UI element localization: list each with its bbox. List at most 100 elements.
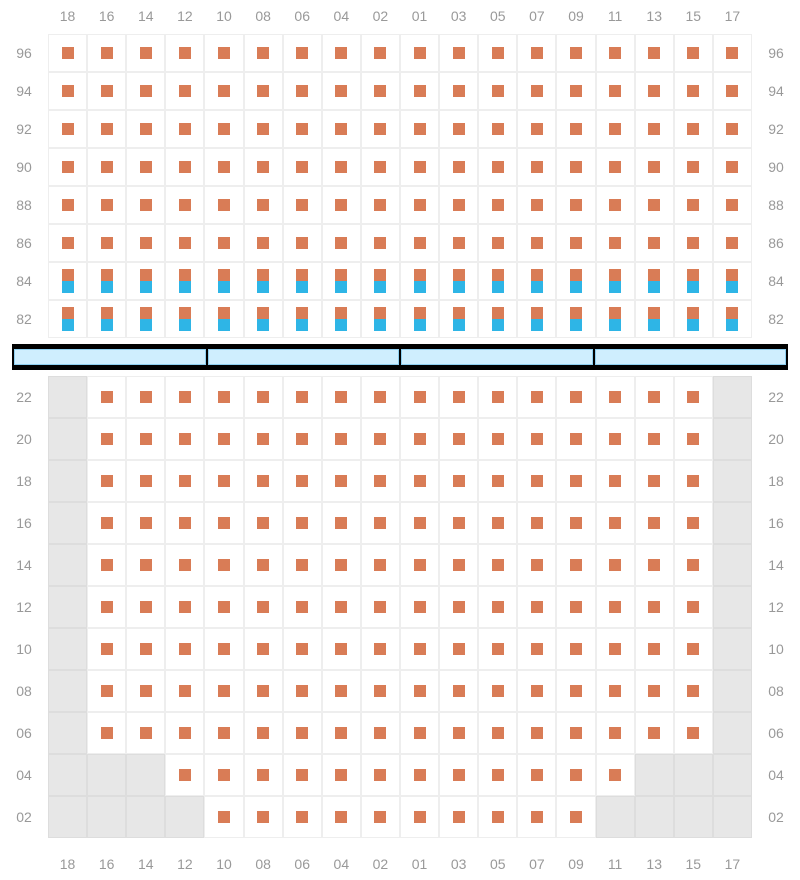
seat-cell[interactable]: [244, 418, 283, 460]
seat-cell[interactable]: [48, 34, 87, 72]
seat-cell[interactable]: [400, 754, 439, 796]
seat-cell[interactable]: [322, 586, 361, 628]
seat-cell[interactable]: [204, 586, 243, 628]
seat-cell[interactable]: [400, 300, 439, 338]
seat-cell[interactable]: [478, 502, 517, 544]
seat-cell[interactable]: [400, 262, 439, 300]
seat-cell[interactable]: [517, 224, 556, 262]
seat-cell[interactable]: [283, 72, 322, 110]
seat-cell[interactable]: [439, 148, 478, 186]
seat-cell[interactable]: [165, 34, 204, 72]
seat-cell[interactable]: [165, 262, 204, 300]
seat-cell[interactable]: [361, 148, 400, 186]
seat-cell[interactable]: [517, 754, 556, 796]
seat-cell[interactable]: [635, 186, 674, 224]
seat-cell[interactable]: [87, 224, 126, 262]
seat-cell[interactable]: [126, 376, 165, 418]
seat-cell[interactable]: [478, 34, 517, 72]
seat-cell[interactable]: [713, 300, 752, 338]
seat-cell[interactable]: [439, 72, 478, 110]
seat-cell[interactable]: [713, 148, 752, 186]
seat-cell[interactable]: [165, 670, 204, 712]
seat-cell[interactable]: [204, 72, 243, 110]
seat-cell[interactable]: [517, 72, 556, 110]
seat-cell[interactable]: [165, 186, 204, 224]
seat-cell[interactable]: [322, 262, 361, 300]
seat-cell[interactable]: [478, 262, 517, 300]
seat-cell[interactable]: [556, 186, 595, 224]
seat-cell[interactable]: [361, 262, 400, 300]
seat-cell[interactable]: [478, 754, 517, 796]
seat-cell[interactable]: [165, 712, 204, 754]
seat-cell[interactable]: [244, 586, 283, 628]
seat-cell[interactable]: [674, 670, 713, 712]
seat-cell[interactable]: [322, 72, 361, 110]
seat-cell[interactable]: [556, 796, 595, 838]
seat-cell[interactable]: [596, 34, 635, 72]
seat-cell[interactable]: [439, 110, 478, 148]
seat-cell[interactable]: [556, 110, 595, 148]
seat-cell[interactable]: [674, 262, 713, 300]
seat-cell[interactable]: [400, 712, 439, 754]
seat-cell[interactable]: [400, 460, 439, 502]
seat-cell[interactable]: [596, 110, 635, 148]
seat-cell[interactable]: [244, 300, 283, 338]
seat-cell[interactable]: [244, 670, 283, 712]
seat-cell[interactable]: [244, 460, 283, 502]
seat-cell[interactable]: [87, 544, 126, 586]
seat-cell[interactable]: [713, 110, 752, 148]
seat-cell[interactable]: [126, 186, 165, 224]
seat-cell[interactable]: [596, 224, 635, 262]
seat-cell[interactable]: [361, 670, 400, 712]
seat-cell[interactable]: [165, 72, 204, 110]
seat-cell[interactable]: [635, 586, 674, 628]
seat-cell[interactable]: [204, 376, 243, 418]
seat-cell[interactable]: [283, 460, 322, 502]
seat-cell[interactable]: [517, 418, 556, 460]
seat-cell[interactable]: [517, 460, 556, 502]
seat-cell[interactable]: [126, 502, 165, 544]
seat-cell[interactable]: [478, 148, 517, 186]
seat-cell[interactable]: [87, 712, 126, 754]
seat-cell[interactable]: [361, 186, 400, 224]
seat-cell[interactable]: [556, 670, 595, 712]
seat-cell[interactable]: [87, 300, 126, 338]
seat-cell[interactable]: [400, 376, 439, 418]
seat-cell[interactable]: [283, 502, 322, 544]
seat-cell[interactable]: [517, 34, 556, 72]
seat-cell[interactable]: [283, 670, 322, 712]
seat-cell[interactable]: [204, 796, 243, 838]
seat-cell[interactable]: [322, 460, 361, 502]
seat-cell[interactable]: [596, 186, 635, 224]
seat-cell[interactable]: [204, 34, 243, 72]
seat-cell[interactable]: [322, 376, 361, 418]
seat-cell[interactable]: [400, 502, 439, 544]
seat-cell[interactable]: [478, 796, 517, 838]
seat-cell[interactable]: [478, 418, 517, 460]
seat-cell[interactable]: [361, 376, 400, 418]
seat-cell[interactable]: [478, 186, 517, 224]
seat-cell[interactable]: [596, 300, 635, 338]
seat-cell[interactable]: [204, 502, 243, 544]
seat-cell[interactable]: [517, 376, 556, 418]
seat-cell[interactable]: [165, 502, 204, 544]
seat-cell[interactable]: [635, 502, 674, 544]
seat-cell[interactable]: [204, 712, 243, 754]
seat-cell[interactable]: [674, 34, 713, 72]
seat-cell[interactable]: [635, 712, 674, 754]
seat-cell[interactable]: [204, 300, 243, 338]
seat-cell[interactable]: [635, 34, 674, 72]
seat-cell[interactable]: [517, 628, 556, 670]
seat-cell[interactable]: [400, 224, 439, 262]
seat-cell[interactable]: [283, 418, 322, 460]
seat-cell[interactable]: [126, 300, 165, 338]
seat-cell[interactable]: [126, 670, 165, 712]
seat-cell[interactable]: [556, 300, 595, 338]
seat-cell[interactable]: [361, 712, 400, 754]
seat-cell[interactable]: [478, 670, 517, 712]
seat-cell[interactable]: [48, 110, 87, 148]
seat-cell[interactable]: [596, 502, 635, 544]
seat-cell[interactable]: [674, 460, 713, 502]
seat-cell[interactable]: [204, 148, 243, 186]
seat-cell[interactable]: [165, 148, 204, 186]
